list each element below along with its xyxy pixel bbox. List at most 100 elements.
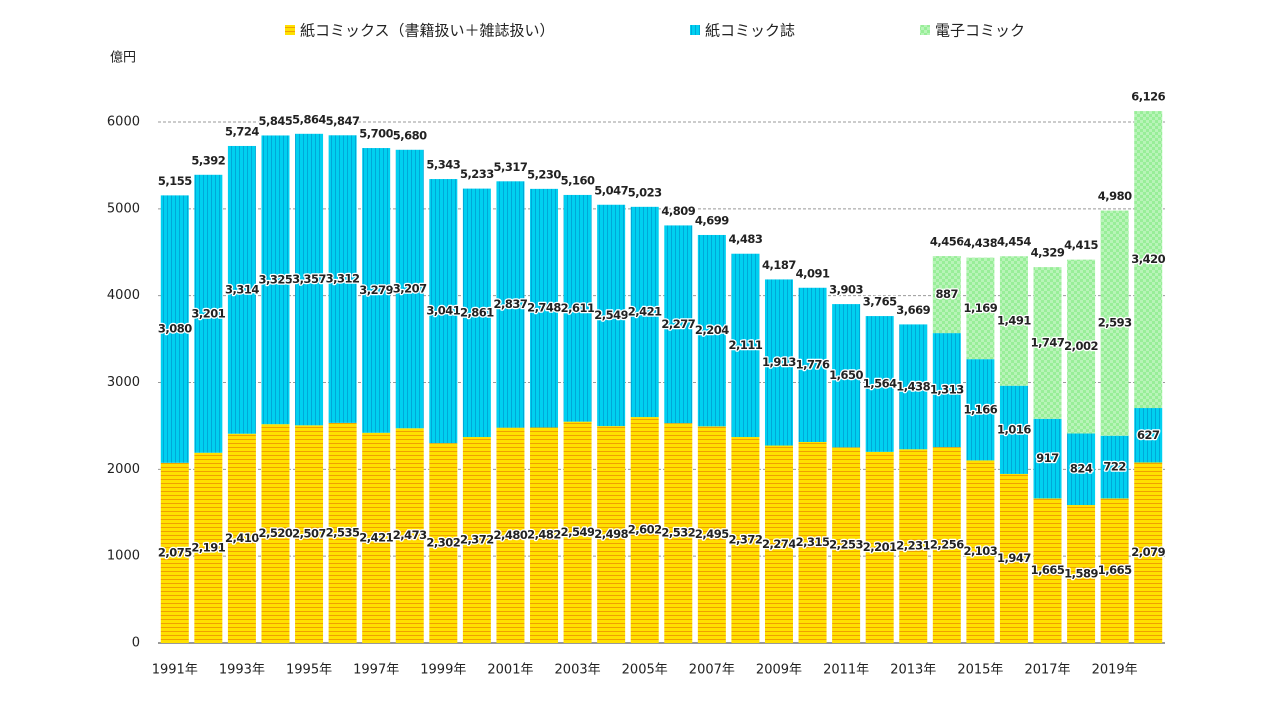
bar-segment <box>764 445 793 643</box>
bar-segment <box>731 437 760 643</box>
bar-segment <box>1067 433 1096 506</box>
bar-segment <box>194 452 223 643</box>
bar-segment <box>160 462 189 643</box>
data-label: 2,748 <box>527 301 561 315</box>
total-label: 4,329 <box>1031 246 1065 260</box>
bar-segment <box>999 385 1028 474</box>
total-label: 4,809 <box>661 204 695 218</box>
data-label: 2,372 <box>460 533 494 547</box>
data-label: 3,080 <box>158 322 192 336</box>
data-label: 2,111 <box>728 338 762 352</box>
y-axis-unit: 億円 <box>110 50 136 66</box>
data-label: 2,372 <box>728 533 762 547</box>
data-label: 3,201 <box>191 306 225 320</box>
y-tick-label: 1000 <box>107 549 140 564</box>
y-tick-label: 6000 <box>107 115 140 130</box>
legend-label: 紙コミック誌 <box>705 22 795 40</box>
bar-segment <box>1033 498 1062 643</box>
bar-segment <box>227 433 256 643</box>
total-label: 5,680 <box>393 128 427 142</box>
data-label: 2,421 <box>628 304 662 318</box>
bar-segment <box>664 423 693 643</box>
bar-segment <box>597 204 626 427</box>
total-label: 3,765 <box>863 295 897 309</box>
bar-segment <box>932 447 961 643</box>
bar-segment <box>395 428 424 643</box>
bar-segment <box>999 473 1028 643</box>
bar-segment <box>261 424 290 643</box>
bar-segment <box>295 133 324 426</box>
bar-segment <box>1033 267 1062 419</box>
data-label: 1,438 <box>896 379 930 393</box>
bar-segment <box>630 417 659 643</box>
bar-segment <box>1134 462 1163 643</box>
bar-segment <box>664 225 693 424</box>
data-label: 3,314 <box>225 282 259 296</box>
total-label: 4,483 <box>728 232 762 246</box>
data-label: 2,302 <box>426 536 460 550</box>
data-label: 3,207 <box>393 282 427 296</box>
total-label: 4,699 <box>695 213 729 227</box>
data-label: 1,169 <box>963 301 997 315</box>
bar-segment <box>328 422 357 643</box>
bar-segment <box>1100 210 1129 436</box>
bar-segment <box>899 449 928 643</box>
data-label: 2,611 <box>561 301 595 315</box>
data-label: 2,277 <box>661 317 695 331</box>
data-label: 2,549 <box>561 525 595 539</box>
x-tick-label: 1995年 <box>286 663 332 678</box>
bar-segment <box>999 256 1028 386</box>
y-tick-label: 5000 <box>107 201 140 216</box>
total-label: 5,160 <box>561 173 595 187</box>
data-label: 2,079 <box>1131 545 1165 559</box>
data-label: 2,231 <box>896 539 930 553</box>
bar-segment <box>1100 498 1129 643</box>
x-tick-label: 2005年 <box>622 663 668 678</box>
x-tick-label: 2003年 <box>555 663 601 678</box>
bar-segment <box>462 437 491 643</box>
bar-segment <box>865 316 894 452</box>
bar-segment <box>697 234 726 427</box>
bar-segment <box>865 451 894 643</box>
x-tick-label: 2007年 <box>689 663 735 678</box>
total-label: 4,438 <box>963 236 997 250</box>
data-label: 887 <box>936 287 959 301</box>
total-label: 6,126 <box>1131 90 1165 104</box>
data-label: 1,564 <box>863 376 897 390</box>
legend-swatch <box>690 25 700 35</box>
x-tick-label: 2009年 <box>756 663 802 678</box>
y-tick-label: 2000 <box>107 462 140 477</box>
bar-segment <box>764 279 793 446</box>
bar-segment <box>563 421 592 643</box>
total-label: 4,187 <box>762 258 796 272</box>
data-label: 2,532 <box>661 526 695 540</box>
data-label: 2,075 <box>158 545 192 559</box>
bar-segment <box>530 427 559 643</box>
data-label: 1,589 <box>1064 567 1098 581</box>
data-label: 3,312 <box>326 272 360 286</box>
data-label: 2,473 <box>393 528 427 542</box>
data-label: 824 <box>1070 462 1093 476</box>
data-label: 1,166 <box>963 402 997 416</box>
data-label: 3,325 <box>259 272 293 286</box>
data-label: 2,274 <box>762 537 796 551</box>
total-label: 5,845 <box>259 114 293 128</box>
bar-segment <box>966 460 995 643</box>
bar-segment <box>1067 505 1096 643</box>
bar-segment <box>731 253 760 438</box>
bar-segment <box>194 174 223 453</box>
data-label: 1,776 <box>796 357 830 371</box>
bar-segment <box>1134 111 1163 409</box>
data-label: 917 <box>1036 451 1059 465</box>
y-tick-label: 3000 <box>107 375 140 390</box>
total-label: 4,091 <box>796 266 830 280</box>
data-label: 2,201 <box>863 540 897 554</box>
data-label: 2,535 <box>326 525 360 539</box>
total-label: 4,980 <box>1098 189 1132 203</box>
x-tick-label: 2017年 <box>1024 663 1070 678</box>
legend-label: 紙コミックス（書籍扱い＋雑誌扱い） <box>300 22 555 40</box>
data-label: 1,913 <box>762 355 796 369</box>
bar-segment <box>362 432 391 643</box>
bar-segment <box>261 135 290 425</box>
